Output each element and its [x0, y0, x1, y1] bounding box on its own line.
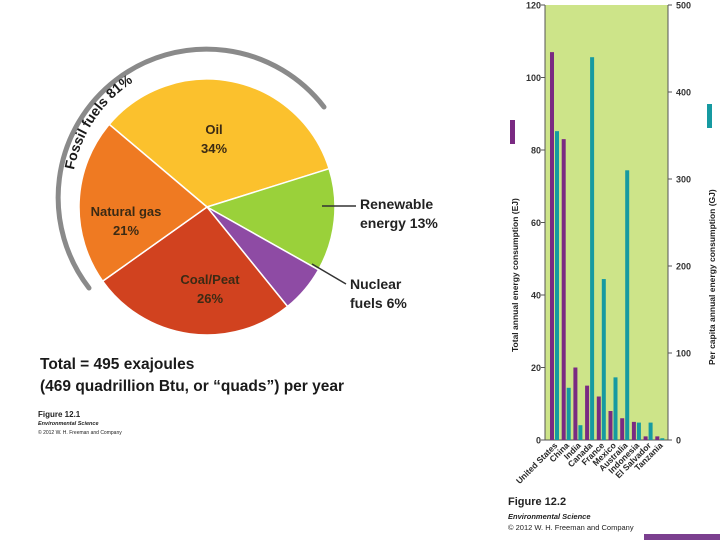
pie-slice-renewable-energy	[205, 167, 336, 271]
bar-total-australia	[620, 418, 625, 440]
fossil-fuels-arc-bracket	[55, 46, 327, 291]
right-axis-tick-label: 200	[676, 262, 691, 272]
bar-total-el-salvador	[643, 436, 648, 440]
bar-per-capita-australia	[625, 170, 630, 441]
pie-total-title: Total = 495 exajoules	[40, 356, 195, 373]
bar-per-capita-china	[566, 387, 571, 440]
bar-total-india	[573, 367, 578, 440]
slice-label-natural-gas: Natural gas	[91, 204, 162, 219]
bar-total-canada	[585, 385, 590, 440]
bar-per-capita-united-states	[555, 131, 559, 440]
left-axis-title: Total annual energy consumption (EJ)	[510, 198, 520, 352]
bar-total-china	[561, 139, 566, 440]
pie-total-subtitle: (469 quadrillion Btu, or “quads”) per ye…	[40, 378, 345, 395]
bar-per-capita-france	[601, 279, 606, 440]
bar-per-capita-tanzania	[660, 438, 665, 440]
left-axis-tick-label: 40	[531, 291, 541, 301]
figure-2-caption-title: Figure 12.2	[508, 496, 567, 508]
bar-total-tanzania	[655, 436, 660, 440]
right-axis-tick-label: 400	[676, 88, 691, 98]
right-axis-tick-label: 300	[676, 175, 691, 185]
nuclear-callout-line	[311, 263, 347, 285]
bar-total-france	[596, 396, 601, 440]
figure-2-caption-copyright: © 2012 W. H. Freeman and Company	[508, 523, 634, 532]
nuclear-callout-label-1: Nuclear	[350, 276, 402, 292]
pie-slice-oil	[108, 78, 331, 208]
bar-per-capita-el-salvador	[648, 422, 653, 440]
slice-label-coal-peat: Coal/Peat	[180, 272, 240, 287]
right-axis-tick-label: 500	[676, 1, 691, 11]
slice-value-natural-gas: 21%	[113, 223, 139, 238]
bar-per-capita-indonesia	[636, 422, 641, 440]
left-axis-tick-label: 80	[531, 146, 541, 156]
nuclear-callout-label-2: fuels 6%	[350, 295, 407, 311]
bar-per-capita-india	[578, 425, 583, 440]
slide-accent-bar	[644, 534, 720, 540]
bar-total-indonesia	[631, 421, 636, 440]
bar-total-mexico	[608, 411, 613, 440]
figure-2-caption-subtitle: Environmental Science	[508, 512, 591, 521]
right-axis-tick-label: 100	[676, 349, 691, 359]
slice-label-oil: Oil	[205, 122, 222, 137]
left-axis-tick-label: 60	[531, 218, 541, 228]
renewable-callout-label-1: Renewable	[360, 196, 433, 212]
bar-per-capita-canada	[590, 57, 595, 440]
slice-value-coal-peat: 26%	[197, 291, 223, 306]
left-axis-tick-label: 100	[526, 73, 541, 83]
renewable-callout-label-2: energy 13%	[360, 215, 438, 231]
left-axis-tick-label: 20	[531, 363, 541, 373]
energy-source-pie-chart	[78, 78, 336, 336]
slice-value-oil: 34%	[201, 141, 227, 156]
right-axis-title: Per capita annual energy consumption (GJ…	[707, 189, 717, 365]
pie-slice-coal-peat	[101, 205, 289, 336]
bar-total-united-states	[550, 52, 554, 440]
left-axis-tick-label: 120	[526, 1, 541, 11]
figure-1-caption-subtitle: Environmental Science	[38, 421, 99, 427]
figure-1-caption-copyright: © 2012 W. H. Freeman and Company	[38, 430, 122, 436]
left-axis-legend-swatch	[510, 120, 515, 144]
pie-slice-natural-gas	[78, 123, 209, 283]
figure-1-caption-title: Figure 12.1	[38, 410, 81, 419]
bar-per-capita-mexico	[613, 377, 618, 440]
left-axis-tick-label: 0	[536, 436, 541, 446]
right-axis-legend-swatch	[707, 104, 712, 128]
right-axis-tick-label: 0	[676, 436, 681, 446]
